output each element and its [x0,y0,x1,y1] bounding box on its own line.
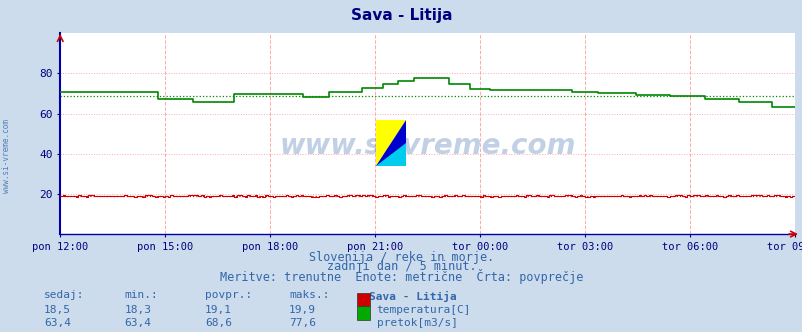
Text: 63,4: 63,4 [44,318,71,328]
Text: zadnji dan / 5 minut.: zadnji dan / 5 minut. [326,260,476,273]
Polygon shape [375,143,406,166]
Text: 68,6: 68,6 [205,318,232,328]
Text: povpr.:: povpr.: [205,290,252,300]
Polygon shape [375,120,406,166]
Text: 77,6: 77,6 [289,318,316,328]
Text: 18,5: 18,5 [44,305,71,315]
Text: temperatura[C]: temperatura[C] [376,305,471,315]
Text: 19,9: 19,9 [289,305,316,315]
Text: Sava - Litija: Sava - Litija [369,290,456,301]
Text: Slovenija / reke in morje.: Slovenija / reke in morje. [309,251,493,264]
Text: www.si-vreme.com: www.si-vreme.com [2,119,11,193]
Text: min.:: min.: [124,290,158,300]
Text: maks.:: maks.: [289,290,329,300]
Text: Meritve: trenutne  Enote: metrične  Črta: povprečje: Meritve: trenutne Enote: metrične Črta: … [220,269,582,284]
Polygon shape [375,120,406,166]
Text: 18,3: 18,3 [124,305,152,315]
Text: 19,1: 19,1 [205,305,232,315]
Text: sedaj:: sedaj: [44,290,84,300]
Text: Sava - Litija: Sava - Litija [350,8,452,23]
Text: www.si-vreme.com: www.si-vreme.com [279,132,575,160]
Text: 63,4: 63,4 [124,318,152,328]
Text: pretok[m3/s]: pretok[m3/s] [376,318,457,328]
